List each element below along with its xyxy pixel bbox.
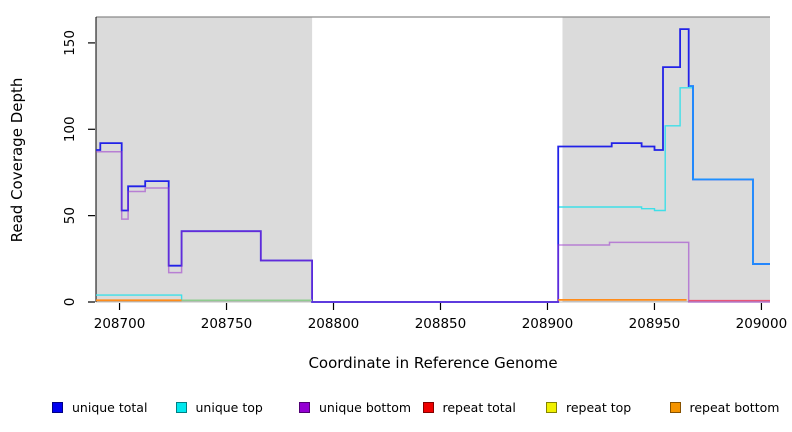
series-unique-bottom	[96, 150, 770, 303]
legend-item-repeat-bottom: repeat bottom	[669, 396, 780, 418]
coverage-chart-canvas: 208700 208750 208800 208850 208900 208950 2090…	[8, 16, 787, 372]
y-tick-label: 50	[62, 207, 78, 224]
x-axis-title: Coordinate in Reference Genome	[308, 354, 557, 372]
y-tick-label: 0	[62, 298, 78, 307]
right-gray-region	[562, 17, 770, 302]
shaded-regions-group	[96, 17, 770, 302]
series-lines-group	[96, 28, 770, 303]
legend-label-unique-bottom: unique bottom	[319, 399, 412, 415]
x-tick-label: 208850	[415, 316, 467, 332]
legend-item-unique-top: unique top	[175, 396, 263, 418]
legend-swatch-repeat-bottom	[669, 401, 681, 413]
legend-label-repeat-total: repeat total	[442, 399, 516, 415]
y-tick-label: 100	[62, 116, 78, 142]
x-tick-label: 208700	[94, 316, 146, 332]
legend-label-unique-top: unique top	[195, 399, 263, 415]
x-tick-label: 208950	[629, 316, 681, 332]
series-unique-total-over-unique-top	[688, 85, 770, 265]
legend-item-unique-bottom: unique bottom	[299, 396, 411, 418]
y-axis-title: Read Coverage Depth	[8, 78, 26, 243]
legend-label-repeat-top: repeat top	[566, 399, 632, 415]
y-tick-label: 150	[62, 30, 78, 56]
legend-swatch-repeat-total	[422, 401, 434, 413]
axis-ticks-group: 208700 208750 208800 208850 208900 208950 2090…	[62, 30, 787, 332]
x-tick-label: 208800	[308, 316, 360, 332]
x-tick-label: 209000	[736, 316, 788, 332]
chart-legend: unique total unique top unique bottom repea…	[0, 396, 792, 424]
series-unique-total	[96, 28, 770, 303]
legend-swatch-repeat-top	[546, 401, 557, 413]
legend-item-repeat-top: repeat top	[546, 396, 631, 418]
legend-swatch-unique-top	[175, 401, 187, 413]
legend-label-repeat-bottom: repeat bottom	[689, 399, 780, 415]
left-gray-region	[96, 17, 313, 302]
legend-item-unique-total: unique total	[52, 396, 147, 418]
x-tick-label: 208900	[522, 316, 574, 332]
legend-swatch-unique-total	[52, 401, 63, 413]
x-tick-label: 208750	[201, 316, 253, 332]
legend-item-repeat-total: repeat total	[422, 396, 516, 418]
legend-swatch-unique-bottom	[299, 401, 310, 413]
legend-label-unique-total: unique total	[72, 399, 148, 415]
